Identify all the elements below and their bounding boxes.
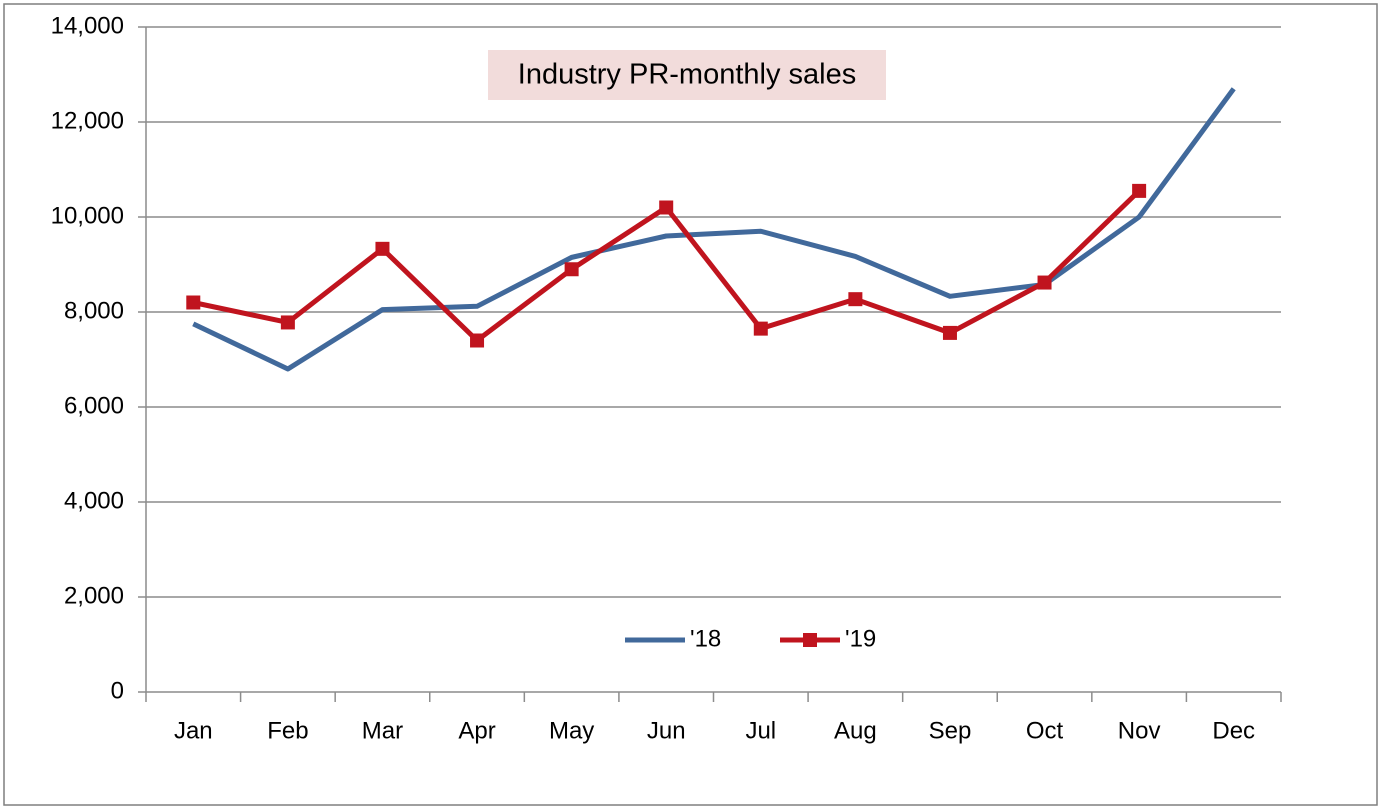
x-tick-label: Oct [1026,717,1064,744]
x-tick-label: Mar [362,717,403,744]
point-marker [470,333,485,348]
x-tick-label: Jan [174,717,213,744]
legend-marker [803,633,817,647]
x-tick-label: Sep [929,717,972,744]
series-line [192,87,1236,372]
legend-label: '18 [690,625,721,652]
x-tick-label: Dec [1212,717,1255,744]
x-tick-label: Nov [1118,717,1161,744]
point-marker [1037,275,1052,290]
point-marker [375,241,390,256]
x-tick-label: Apr [458,717,495,744]
y-tick-label: 12,000 [51,107,124,134]
x-tick-label: Jul [745,717,776,744]
y-tick-label: 6,000 [64,392,124,419]
chart-title: Industry PR-monthly sales [518,59,856,91]
y-tick-label: 14,000 [51,12,124,39]
title-box [488,50,886,100]
x-tick-label: May [549,717,594,744]
point-marker [186,295,201,310]
x-tick-label: Aug [834,717,877,744]
y-tick-label: 4,000 [64,487,124,514]
chart-border [3,3,1378,806]
legend-label: '19 [845,625,876,652]
point-marker [280,315,295,330]
x-tick-label: Jun [647,717,686,744]
point-marker [564,262,579,277]
point-marker [1132,183,1147,198]
y-tick-label: 8,000 [64,297,124,324]
point-marker [942,325,957,340]
point-marker [848,292,863,307]
y-tick-label: 0 [111,677,124,704]
y-tick-label: 2,000 [64,582,124,609]
x-tick-label: Feb [267,717,308,744]
point-marker [659,200,674,215]
point-marker [753,321,768,336]
y-tick-label: 10,000 [51,202,124,229]
